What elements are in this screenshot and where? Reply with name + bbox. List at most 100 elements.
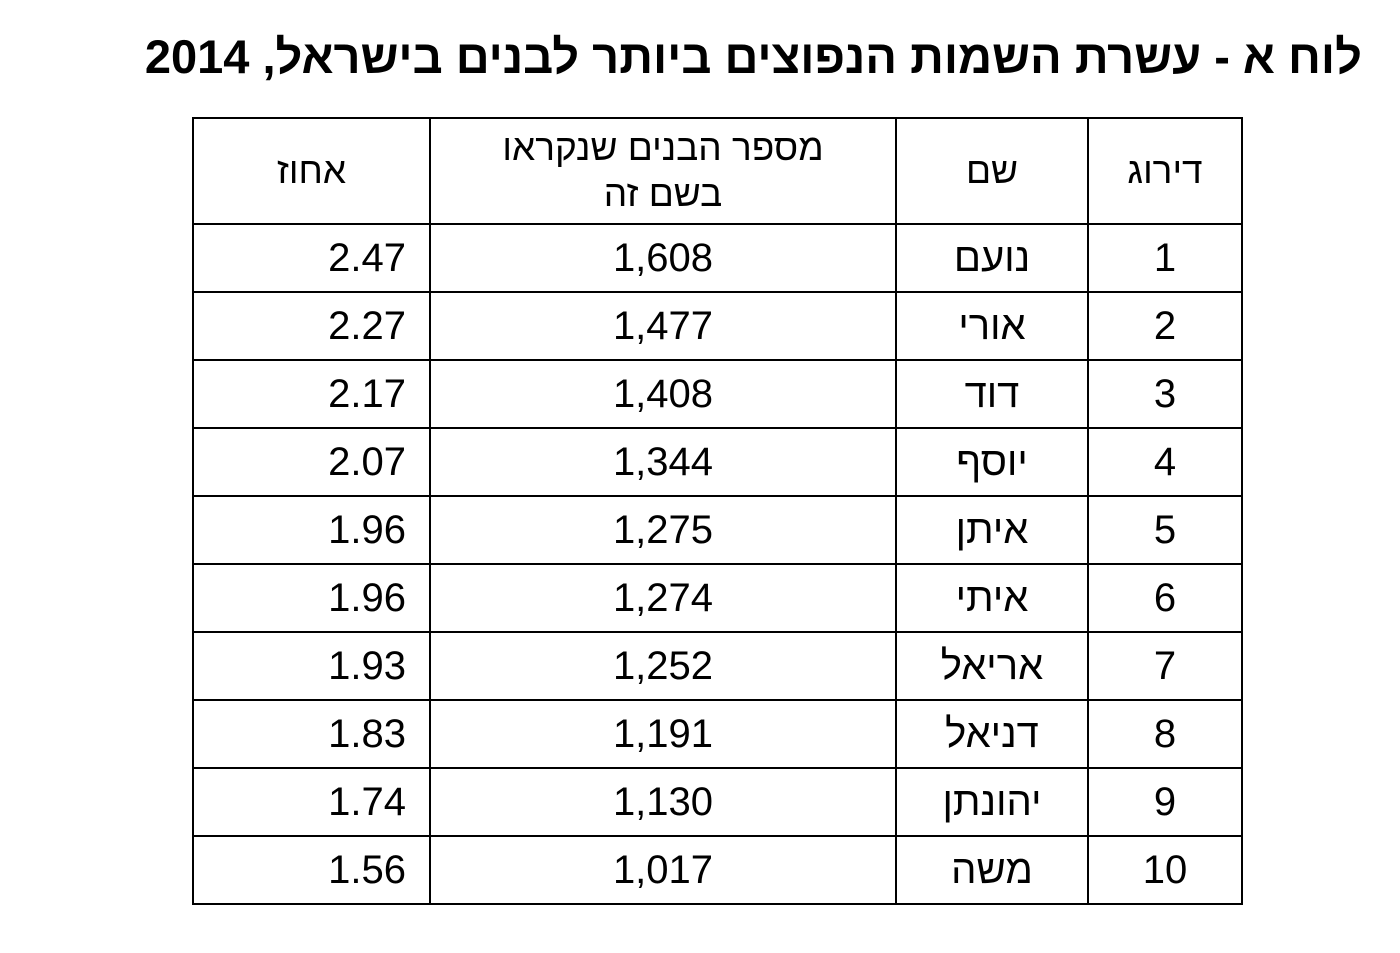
rank-cell: 9 (1087, 767, 1243, 837)
rank-cell-text: 5 (1153, 507, 1177, 552)
percent-cell-text: 2.07 (328, 439, 406, 484)
column-header: דירוג (1087, 117, 1243, 225)
header-row: דירוג שם מספר הבנים שנקראו בשם זה אחוז (192, 117, 1243, 225)
count-cell-text: 1,608 (612, 235, 714, 280)
table-row: 5 איתן 1,275 1.96 (192, 495, 1243, 565)
count-cell: 1,274 (429, 563, 897, 633)
count-cell-text: 1,477 (612, 303, 714, 348)
rank-cell: 3 (1087, 359, 1243, 429)
count-cell: 1,130 (429, 767, 897, 837)
rank-cell-text: 8 (1153, 711, 1177, 756)
rank-cell: 6 (1087, 563, 1243, 633)
count-cell: 1,191 (429, 699, 897, 769)
count-cell: 1,017 (429, 835, 897, 905)
count-cell-text: 1,017 (612, 847, 714, 892)
column-header: אחוז (192, 117, 431, 225)
table-row: 6 איתי 1,274 1.96 (192, 563, 1243, 633)
name-cell-text: איתי (955, 575, 1029, 620)
percent-cell-text: 2.17 (328, 371, 406, 416)
column-header: מספר הבנים שנקראו בשם זה (429, 117, 897, 225)
name-cell: יוסף (895, 427, 1089, 497)
percent-cell: 2.07 (192, 427, 431, 497)
percent-cell: 2.27 (192, 291, 431, 361)
table-row: 8 דניאל 1,191 1.83 (192, 699, 1243, 769)
table-row: 1 נועם 1,608 2.47 (192, 223, 1243, 293)
percent-cell: 1.83 (192, 699, 431, 769)
percent-cell: 2.17 (192, 359, 431, 429)
percent-cell: 1.96 (192, 563, 431, 633)
percent-cell: 2.47 (192, 223, 431, 293)
percent-cell-text: 1.96 (328, 507, 406, 552)
count-cell-text: 1,252 (612, 643, 714, 688)
table-row: 4 יוסף 1,344 2.07 (192, 427, 1243, 497)
rank-cell: 7 (1087, 631, 1243, 701)
table-body: 1 נועם 1,608 2.47 2 אורי 1,477 2.27 3 דוד 1,408 2.1… (192, 223, 1243, 905)
column-header: שם (895, 117, 1089, 225)
table-row: 9 יהונתן 1,130 1.74 (192, 767, 1243, 837)
count-cell: 1,408 (429, 359, 897, 429)
count-cell-text: 1,274 (612, 575, 714, 620)
name-cell: נועם (895, 223, 1089, 293)
names-table: דירוג שם מספר הבנים שנקראו בשם זה אחוז 1 נוע… (192, 117, 1243, 905)
percent-cell: 1.93 (192, 631, 431, 701)
name-cell-text: משה (951, 847, 1033, 892)
count-cell-text: 1,408 (612, 371, 714, 416)
name-cell-text: איתן (955, 507, 1029, 552)
rank-cell: 10 (1087, 835, 1243, 905)
rank-cell: 1 (1087, 223, 1243, 293)
count-cell: 1,252 (429, 631, 897, 701)
table-row: 3 דוד 1,408 2.17 (192, 359, 1243, 429)
rank-cell-text: 9 (1153, 779, 1177, 824)
percent-cell-text: 1.93 (328, 643, 406, 688)
count-cell-text: 1,191 (612, 711, 714, 756)
name-cell-text: נועם (953, 235, 1031, 280)
rank-cell-text: 4 (1153, 439, 1177, 484)
rank-cell: 4 (1087, 427, 1243, 497)
name-cell: יהונתן (895, 767, 1089, 837)
count-cell: 1,275 (429, 495, 897, 565)
percent-cell-text: 1.56 (328, 847, 406, 892)
name-cell-text: אורי (958, 303, 1026, 348)
name-cell-text: דניאל (945, 711, 1039, 756)
percent-cell: 1.56 (192, 835, 431, 905)
name-cell: איתי (895, 563, 1089, 633)
column-header-text: שם (965, 150, 1019, 191)
name-cell: אורי (895, 291, 1089, 361)
name-cell: איתן (895, 495, 1089, 565)
percent-cell: 1.96 (192, 495, 431, 565)
name-cell: דניאל (895, 699, 1089, 769)
rank-cell: 5 (1087, 495, 1243, 565)
count-cell-text: 1,275 (612, 507, 714, 552)
percent-cell-text: 1.96 (328, 575, 406, 620)
column-header-text: דירוג (1127, 150, 1203, 191)
rank-cell: 2 (1087, 291, 1243, 361)
rank-cell: 8 (1087, 699, 1243, 769)
percent-cell-text: 2.27 (328, 303, 406, 348)
percent-cell: 1.74 (192, 767, 431, 837)
percent-cell-text: 1.83 (328, 711, 406, 756)
rank-cell-text: 1 (1153, 235, 1177, 280)
column-header-text: אחוז (276, 150, 347, 191)
name-cell: משה (895, 835, 1089, 905)
percent-cell-text: 1.74 (328, 779, 406, 824)
name-cell-text: יוסף (956, 439, 1028, 484)
rank-cell-text: 6 (1153, 575, 1177, 620)
table-row: 10 משה 1,017 1.56 (192, 835, 1243, 905)
rank-cell-text: 7 (1153, 643, 1177, 688)
column-header-text: מספר הבנים שנקראו בשם זה (502, 127, 824, 214)
rank-cell-text: 10 (1142, 847, 1188, 892)
name-cell-text: דוד (964, 371, 1020, 416)
count-cell-text: 1,344 (612, 439, 714, 484)
rank-cell-text: 3 (1153, 371, 1177, 416)
percent-cell-text: 2.47 (328, 235, 406, 280)
table-row: 7 אריאל 1,252 1.93 (192, 631, 1243, 701)
rank-cell-text: 2 (1153, 303, 1177, 348)
table-title: לוח א - עשרת השמות הנפוצים ביותר לבנים ב… (144, 30, 1362, 83)
name-cell-text: יהונתן (942, 779, 1042, 824)
count-cell: 1,477 (429, 291, 897, 361)
count-cell: 1,344 (429, 427, 897, 497)
count-cell: 1,608 (429, 223, 897, 293)
table-row: 2 אורי 1,477 2.27 (192, 291, 1243, 361)
